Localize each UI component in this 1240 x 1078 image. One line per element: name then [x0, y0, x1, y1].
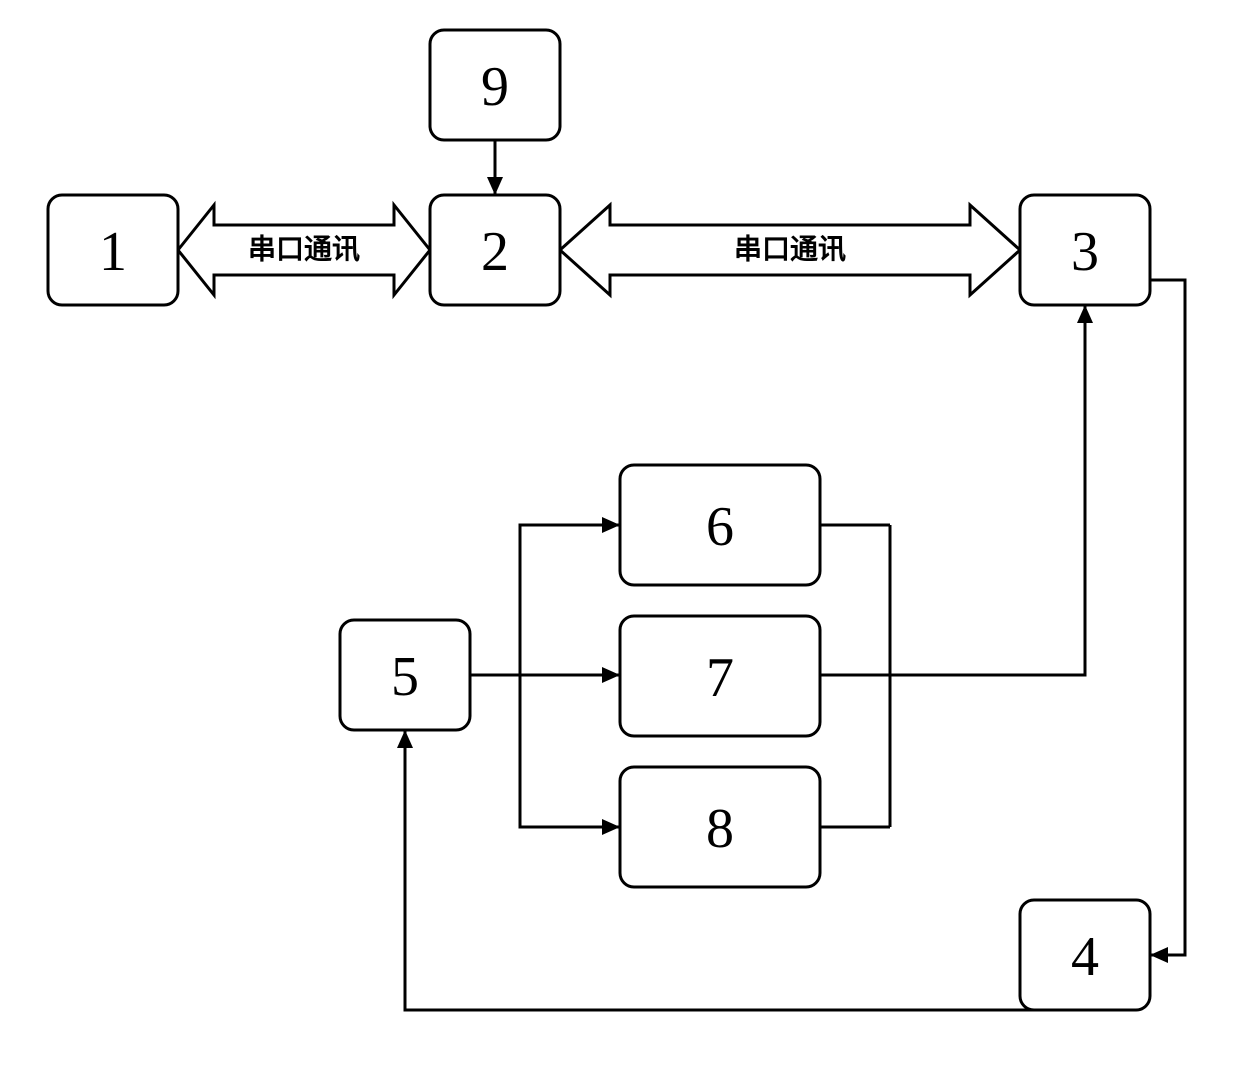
arrowhead-icon	[602, 517, 620, 533]
connector	[470, 525, 620, 675]
arrowhead-icon	[602, 667, 620, 683]
arrowhead-icon	[397, 730, 413, 748]
arrowhead-icon	[602, 819, 620, 835]
block-label-6: 6	[706, 496, 734, 558]
arrowhead-icon	[487, 177, 503, 195]
arrowhead-icon	[1077, 305, 1093, 323]
arrow-label: 串口通讯	[734, 234, 846, 266]
block-label-3: 3	[1071, 221, 1099, 283]
arrowhead-icon	[1150, 947, 1168, 963]
block-label-9: 9	[481, 56, 509, 118]
connector	[1150, 280, 1185, 955]
block-label-1: 1	[99, 221, 127, 283]
block-label-2: 2	[481, 221, 509, 283]
block-label-5: 5	[391, 646, 419, 708]
block-label-8: 8	[706, 798, 734, 860]
block-label-7: 7	[706, 647, 734, 709]
block-label-4: 4	[1071, 926, 1099, 988]
connector	[470, 675, 620, 827]
arrow-label: 串口通讯	[248, 234, 360, 266]
connector	[890, 305, 1085, 675]
